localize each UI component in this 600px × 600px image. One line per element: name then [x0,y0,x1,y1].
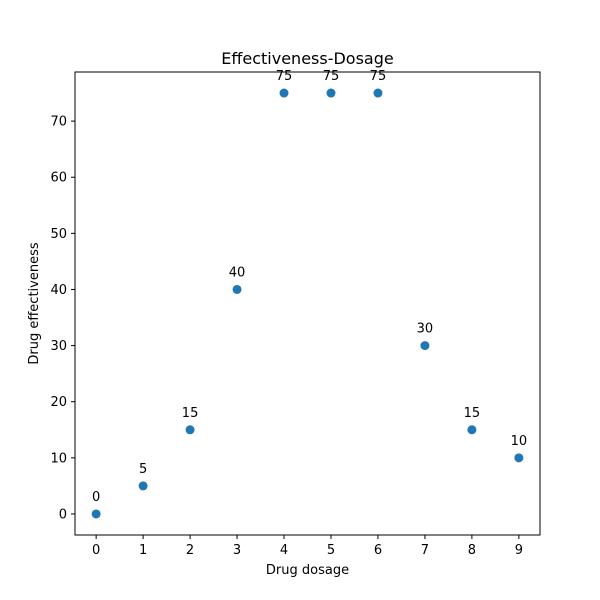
data-label: 5 [139,462,147,477]
y-tick-label: 20 [50,395,67,410]
plot-frame [74,71,541,536]
data-label: 0 [92,490,100,505]
y-tick-label: 30 [50,339,67,354]
x-tick-label: 1 [139,543,147,558]
data-label: 75 [370,69,387,84]
data-point [91,509,101,519]
y-tick-label: 50 [50,227,67,242]
x-tick-label: 2 [186,543,194,558]
y-tick-label: 10 [50,451,67,466]
y-tick-label: 60 [50,171,67,186]
y-tick-label: 70 [50,115,67,130]
data-point [467,425,477,435]
x-tick-label: 0 [92,543,100,558]
data-label: 75 [276,69,293,84]
data-label: 10 [511,434,528,449]
x-axis-title: Drug dosage [266,563,349,578]
data-label: 15 [464,406,481,421]
x-tick-label: 3 [233,543,241,558]
data-point [232,284,242,294]
data-label: 15 [182,406,199,421]
y-tick-label: 0 [59,507,67,522]
x-tick-label: 9 [515,543,523,558]
data-point [420,341,430,351]
data-point [185,425,195,435]
x-tick-label: 7 [421,543,429,558]
y-axis-title: Drug effectiveness [27,242,42,364]
data-label: 40 [229,265,246,280]
data-point [373,88,383,98]
x-tick-label: 4 [280,543,288,558]
data-label: 30 [417,322,434,337]
data-point [514,453,524,463]
data-point [138,481,148,491]
data-point [279,88,289,98]
x-tick-label: 8 [468,543,476,558]
y-tick-label: 40 [50,283,67,298]
data-label: 75 [323,69,340,84]
chart-title: Effectiveness-Dosage [221,49,393,68]
x-tick-label: 5 [327,543,335,558]
data-point [326,88,336,98]
x-tick-label: 6 [374,543,382,558]
plot-area: 0 1 2 3 4 5 6 7 8 9 0 10 20 30 40 50 60 70 0 5 15 40 75 75 75 30 1… [50,69,541,558]
